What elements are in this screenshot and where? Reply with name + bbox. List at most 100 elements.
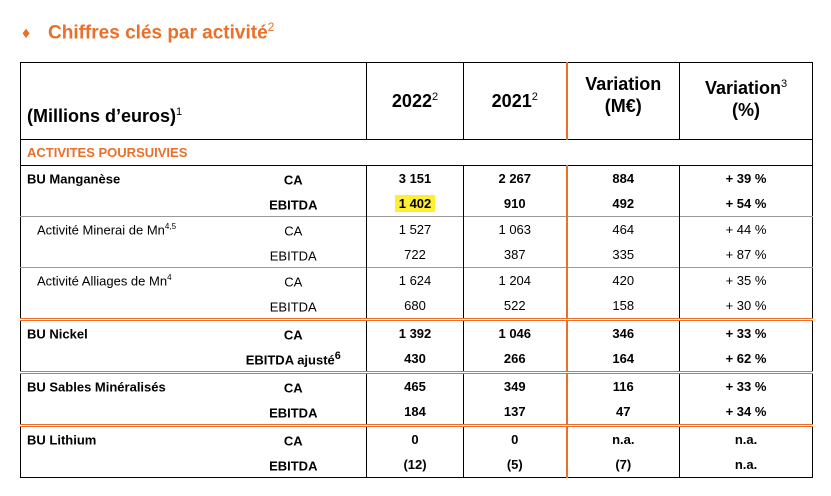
row-metric-text: EBITDA bbox=[269, 197, 318, 213]
row-metric: CA bbox=[221, 166, 367, 192]
row-variation-abs-text: 116 bbox=[612, 379, 634, 394]
row-value-2021: 1 063 bbox=[463, 216, 567, 242]
key-figures-table: (Millions d’euros)1 20222 20212 Variatio… bbox=[20, 62, 814, 478]
row-metric-footnote: 6 bbox=[334, 349, 341, 362]
row-variation-pct: + 87 % bbox=[679, 242, 813, 268]
row-variation-pct: + 35 % bbox=[679, 267, 813, 293]
row-value-2021-text: 387 bbox=[503, 247, 526, 262]
table-row: EBITDA 1 402 910 492 + 54 % bbox=[21, 191, 813, 217]
table-row: BU Sables Minéralisés CA 465 349 116 + 33 % bbox=[20, 371, 813, 399]
row-name: BU Lithium bbox=[20, 424, 221, 452]
row-value-2021: 1 204 bbox=[463, 267, 567, 293]
row-variation-abs: 420 bbox=[565, 267, 680, 293]
header-2021: 20212 bbox=[463, 62, 567, 140]
row-metric: EBITDA bbox=[221, 452, 367, 478]
row-metric-text: EBITDA bbox=[269, 405, 318, 421]
row-variation-pct-text: + 54 % bbox=[725, 196, 767, 211]
row-value-2022-text: 1 392 bbox=[398, 326, 432, 341]
row-value-2022: 0 bbox=[366, 424, 464, 452]
row-name-text: BU Sables Minéralisés bbox=[27, 379, 166, 395]
row-variation-pct: + 33 % bbox=[679, 318, 813, 346]
row-name-text: BU Lithium bbox=[27, 432, 97, 448]
row-variation-pct-text: + 44 % bbox=[725, 222, 767, 237]
row-value-2021: 137 bbox=[463, 399, 567, 426]
diamond-bullet-icon: ♦ bbox=[22, 25, 31, 43]
row-name bbox=[21, 242, 221, 268]
row-variation-abs-text: 884 bbox=[612, 171, 635, 186]
row-metric-text: EBITDA ajusté bbox=[245, 352, 335, 368]
row-name bbox=[21, 399, 221, 426]
row-variation-pct: n.a. bbox=[679, 424, 813, 452]
section-row: ACTIVITES POURSUIVIES bbox=[20, 139, 813, 166]
row-value-2021-text: 2 267 bbox=[498, 171, 532, 186]
row-variation-abs: (7) bbox=[565, 452, 680, 478]
row-name bbox=[21, 452, 221, 478]
row-metric: CA bbox=[220, 267, 367, 293]
row-name bbox=[21, 191, 221, 217]
row-metric: CA bbox=[220, 216, 367, 242]
row-variation-pct: + 39 % bbox=[679, 165, 813, 191]
header-variation-abs: Variation (M€) bbox=[565, 62, 680, 140]
row-value-2021-text: 266 bbox=[503, 351, 526, 366]
page-title-footnote: 2 bbox=[267, 20, 275, 34]
row-value-2022-text: 722 bbox=[404, 247, 426, 262]
row-variation-pct: + 33 % bbox=[679, 371, 813, 399]
row-value-2021-text: 1 204 bbox=[498, 273, 532, 288]
row-variation-abs-text: 158 bbox=[612, 298, 635, 313]
row-variation-abs: 47 bbox=[565, 399, 680, 426]
row-name bbox=[21, 293, 221, 320]
row-variation-pct-text: + 33 % bbox=[725, 379, 767, 394]
row-value-2021: (5) bbox=[463, 452, 567, 478]
row-name: Activité Minerai de Mn4,5 bbox=[20, 216, 221, 242]
row-variation-abs: 346 bbox=[565, 318, 680, 346]
row-variation-abs-text: 464 bbox=[612, 222, 635, 237]
row-variation-abs: 492 bbox=[565, 191, 680, 217]
row-value-2021: 266 bbox=[463, 346, 567, 373]
row-value-2021: 1 046 bbox=[463, 318, 567, 346]
row-metric-text: EBITDA bbox=[269, 248, 317, 264]
page-title-text: Chiffres clés par activité bbox=[48, 22, 268, 44]
row-value-2022: 465 bbox=[366, 371, 464, 399]
row-metric: CA bbox=[220, 424, 367, 452]
row-name: BU Sables Minéralisés bbox=[20, 371, 221, 399]
row-value-2021-text: 1 063 bbox=[498, 222, 532, 237]
row-variation-abs: 335 bbox=[565, 242, 680, 268]
row-value-2021: 349 bbox=[463, 371, 567, 399]
row-value-2022-text: 465 bbox=[404, 379, 426, 394]
table-row: BU Nickel CA 1 392 1 046 346 + 33 % bbox=[20, 318, 813, 346]
row-value-2021-text: 1 046 bbox=[498, 326, 532, 341]
row-name-text: BU Manganèse bbox=[27, 171, 121, 187]
page-title: ♦ Chiffres clés par activité2 bbox=[22, 20, 274, 44]
row-variation-pct-text: + 87 % bbox=[725, 247, 767, 262]
row-value-2022-text: 680 bbox=[404, 298, 426, 313]
row-value-2022-text: (12) bbox=[403, 457, 427, 472]
row-value-2022-text: 1 624 bbox=[398, 273, 432, 288]
row-variation-abs: n.a. bbox=[565, 424, 680, 452]
row-metric-text: CA bbox=[283, 172, 303, 188]
table-row: EBITDA ajusté6 430 266 164 + 62 % bbox=[21, 346, 813, 373]
row-variation-pct-text: + 30 % bbox=[725, 298, 767, 313]
row-variation-abs: 464 bbox=[565, 216, 680, 242]
row-metric-text: EBITDA bbox=[269, 299, 317, 315]
row-name: Activité Alliages de Mn4 bbox=[20, 267, 221, 293]
row-value-2022-text: 1 527 bbox=[398, 222, 432, 237]
row-metric: EBITDA bbox=[221, 399, 367, 426]
row-name: BU Manganèse bbox=[21, 166, 221, 192]
row-variation-abs-text: (7) bbox=[615, 457, 632, 472]
row-value-2022: 1 527 bbox=[366, 216, 464, 242]
row-variation-pct: + 62 % bbox=[679, 346, 813, 373]
row-metric: CA bbox=[220, 318, 367, 346]
table-row: EBITDA 184 137 47 + 34 % bbox=[21, 399, 813, 426]
table-row: BU Lithium CA 0 0 n.a. n.a. bbox=[20, 424, 813, 452]
header-row: (Millions d’euros)1 20222 20212 Variatio… bbox=[20, 62, 813, 140]
row-metric-text: CA bbox=[283, 433, 303, 449]
table-row: EBITDA (12) (5) (7) n.a. bbox=[21, 452, 813, 478]
row-metric: EBITDA ajusté6 bbox=[221, 346, 367, 373]
row-variation-pct: + 44 % bbox=[679, 216, 813, 242]
row-metric-text: CA bbox=[284, 274, 303, 290]
row-value-2022: 184 bbox=[366, 399, 464, 426]
row-value-2021-text: 0 bbox=[511, 432, 519, 447]
table-row: EBITDA 680 522 158 + 30 % bbox=[21, 293, 813, 320]
row-variation-abs: 164 bbox=[565, 346, 680, 373]
row-value-2022: 1 624 bbox=[366, 267, 464, 293]
